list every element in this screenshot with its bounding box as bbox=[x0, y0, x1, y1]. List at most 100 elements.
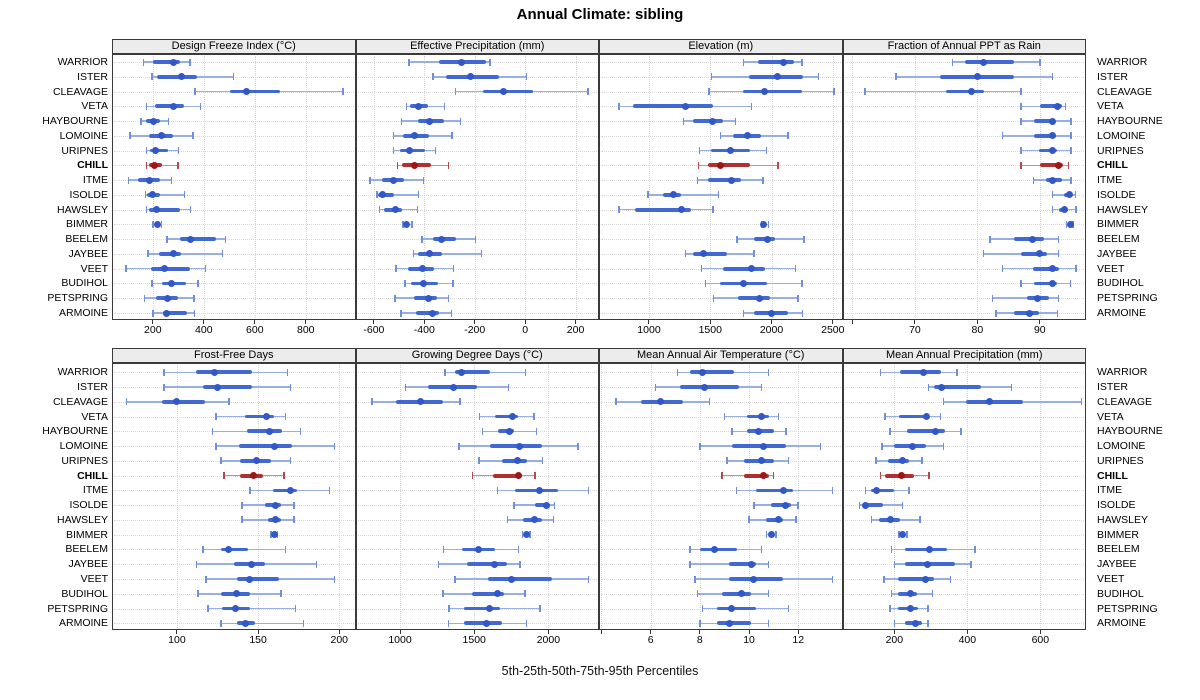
interval-cap-low bbox=[143, 294, 146, 302]
interval-cap-high bbox=[447, 294, 450, 302]
median-dot-chill bbox=[249, 472, 257, 480]
interval-iqr-bar-budihol bbox=[721, 591, 752, 596]
interval-cap-low bbox=[481, 427, 484, 435]
interval-cap-low bbox=[448, 605, 450, 613]
gridline bbox=[601, 534, 841, 536]
interval-whisker-petspring bbox=[207, 607, 296, 610]
axis-tick bbox=[152, 320, 154, 324]
median-dot-beelem bbox=[711, 545, 719, 553]
interval-cap-high bbox=[286, 368, 289, 376]
interval-cap-high bbox=[734, 117, 737, 125]
gridline bbox=[114, 253, 354, 255]
site-label-left-itme: ITME bbox=[82, 484, 108, 497]
gridline bbox=[650, 365, 652, 628]
interval-cap-high bbox=[1057, 235, 1060, 243]
median-dot-ister bbox=[449, 383, 457, 391]
axis-tick bbox=[851, 320, 853, 324]
interval-cap-low bbox=[710, 73, 713, 81]
axis-tick bbox=[709, 320, 711, 324]
median-dot-budihol bbox=[233, 590, 241, 598]
gridline bbox=[601, 416, 841, 418]
interval-cap-low bbox=[392, 147, 395, 155]
axis-tick-label: 70 bbox=[909, 324, 921, 336]
interval-iqr-bar-cleavage bbox=[483, 89, 533, 94]
median-dot-haybourne bbox=[932, 427, 940, 435]
axis-tick-label: -400 bbox=[413, 324, 435, 336]
median-dot-uripnes bbox=[252, 457, 260, 465]
interval-iqr-bar-cleavage bbox=[162, 399, 205, 404]
panel-mean-annual-air-temperature-c bbox=[599, 363, 843, 630]
interval-cap-high bbox=[434, 147, 437, 155]
interval-cap-low bbox=[748, 516, 750, 524]
gridline bbox=[601, 239, 841, 241]
interval-cap-low bbox=[654, 383, 657, 391]
site-label-right-armoine: ARMOINE bbox=[1097, 307, 1147, 319]
median-dot-cleavage bbox=[500, 88, 508, 96]
median-dot-uripnes bbox=[899, 457, 907, 465]
site-label-right-cleavage: CLEAVAGE bbox=[1097, 85, 1153, 98]
interval-cap-low bbox=[369, 176, 371, 184]
interval-cap-high bbox=[450, 309, 453, 317]
interval-cap-low bbox=[864, 88, 866, 96]
gridline bbox=[601, 475, 841, 477]
interval-cap-high bbox=[183, 191, 186, 199]
gridline bbox=[114, 224, 354, 226]
interval-cap-low bbox=[496, 486, 499, 494]
site-label-right-itme: ITME bbox=[1097, 484, 1123, 497]
median-dot-chill bbox=[1055, 161, 1063, 169]
site-label-left-beelem: BEELEM bbox=[65, 543, 108, 556]
gridline bbox=[844, 608, 1084, 610]
interval-cap-high bbox=[760, 545, 763, 553]
median-dot-beelem bbox=[225, 545, 233, 553]
interval-cap-low bbox=[194, 88, 196, 96]
gridline bbox=[844, 268, 1084, 270]
interval-cap-high bbox=[949, 575, 952, 583]
interval-cap-high bbox=[772, 472, 775, 480]
axis-tick bbox=[748, 630, 750, 634]
interval-cap-high bbox=[767, 368, 770, 376]
interval-whisker-isolde bbox=[513, 504, 555, 506]
interval-cap-low bbox=[689, 545, 691, 553]
axis-tick-label: 100 bbox=[168, 634, 186, 646]
site-label-right-uripnes: URIPNES bbox=[1097, 454, 1144, 467]
interval-cap-high bbox=[192, 132, 194, 140]
interval-cap-high bbox=[289, 457, 292, 465]
interval-iqr-bar-uripnes bbox=[888, 458, 909, 463]
interval-cap-high bbox=[328, 486, 331, 494]
gridline bbox=[844, 180, 1084, 182]
interval-cap-low bbox=[521, 531, 524, 539]
gridline bbox=[114, 239, 354, 241]
median-dot-petspring bbox=[907, 605, 915, 613]
site-label-left-isolde: ISOLDE bbox=[69, 499, 108, 512]
gridline bbox=[699, 365, 701, 628]
interval-cap-low bbox=[404, 279, 406, 287]
median-dot-isolde bbox=[378, 191, 386, 199]
gridline bbox=[844, 460, 1084, 462]
interval-iqr-bar-budihol bbox=[471, 591, 504, 596]
interval-cap-high bbox=[908, 486, 910, 494]
site-label-left-haybourne: HAYBOURNE bbox=[42, 425, 108, 438]
interval-cap-high bbox=[524, 368, 527, 376]
median-dot-uripnes bbox=[514, 457, 522, 465]
interval-cap-high bbox=[750, 102, 753, 110]
interval-cap-high bbox=[519, 560, 521, 568]
gridline bbox=[844, 283, 1084, 285]
interval-cap-high bbox=[525, 73, 528, 81]
median-dot-jaybee bbox=[924, 560, 932, 568]
axis-tick-label: 800 bbox=[297, 324, 315, 336]
gridline bbox=[357, 239, 597, 241]
median-dot-bimmer bbox=[153, 220, 161, 228]
site-label-left-jaybee: JAYBEE bbox=[68, 558, 109, 571]
axis-tick-label: 400 bbox=[958, 634, 977, 646]
gridline bbox=[844, 298, 1084, 300]
interval-cap-low bbox=[1032, 176, 1035, 184]
interval-iqr-bar-beelem bbox=[220, 547, 249, 552]
interval-cap-high bbox=[443, 102, 446, 110]
median-dot-haybourne bbox=[425, 117, 433, 125]
interval-cap-high bbox=[1051, 73, 1054, 81]
gridline bbox=[357, 534, 597, 536]
gridline bbox=[357, 313, 597, 314]
gridline bbox=[977, 56, 979, 318]
interval-cap-high bbox=[901, 501, 904, 509]
interval-cap-high bbox=[411, 220, 413, 228]
